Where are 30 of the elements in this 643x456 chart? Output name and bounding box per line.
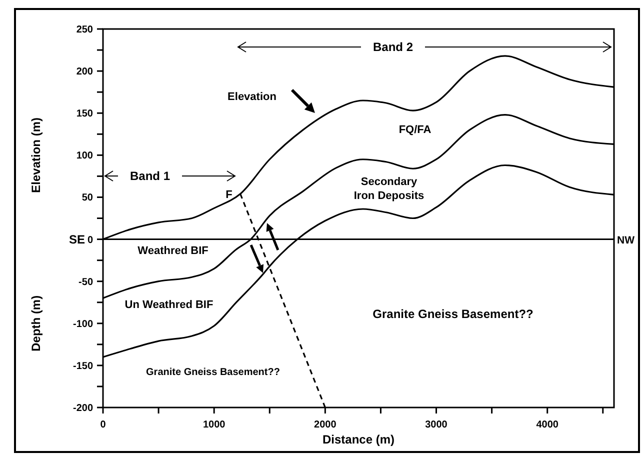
annotation: Granite Gneiss Basement?? <box>146 367 280 378</box>
annotation: Secondary Iron Deposits <box>354 176 424 202</box>
x-tick-label: 1000 <box>202 420 226 430</box>
x-tick-label: 2000 <box>314 420 337 430</box>
x-axis-title: Distance (m) <box>322 432 395 446</box>
y-tick-label: -200 <box>72 403 94 414</box>
annotation: Elevation <box>228 91 277 103</box>
ref-line-label: SE <box>68 232 85 246</box>
annotation: FQ/FA <box>398 124 432 136</box>
x-tick-label: 4000 <box>536 420 559 430</box>
text: Depth (m) <box>29 295 43 352</box>
annotation: Un Weathred BIF <box>124 299 214 311</box>
y-tick-label: 250 <box>76 24 94 36</box>
annotation: Granite Gneiss Basement?? <box>372 307 534 321</box>
y-tick-label: 50 <box>82 192 94 204</box>
y-tick-label: 100 <box>76 150 94 162</box>
y-tick-label: 0 <box>87 234 94 246</box>
y-tick-label: -100 <box>72 318 94 330</box>
annotation: Band 1 <box>130 169 170 183</box>
y-tick-label: 200 <box>76 66 94 78</box>
y-tick-label: 150 <box>76 108 94 120</box>
y-axis-title: Elevation (m) <box>29 117 43 193</box>
y-tick-label: -50 <box>78 276 94 288</box>
x-tick-label: 0 <box>100 420 106 430</box>
y-tick-label: -150 <box>72 360 94 372</box>
annotation: F <box>226 189 233 201</box>
annotation: Weathred BIF <box>138 245 209 257</box>
x-tick-label: 3000 <box>425 420 448 430</box>
annotation: Band 2 <box>372 40 414 54</box>
text: NW <box>617 234 635 246</box>
